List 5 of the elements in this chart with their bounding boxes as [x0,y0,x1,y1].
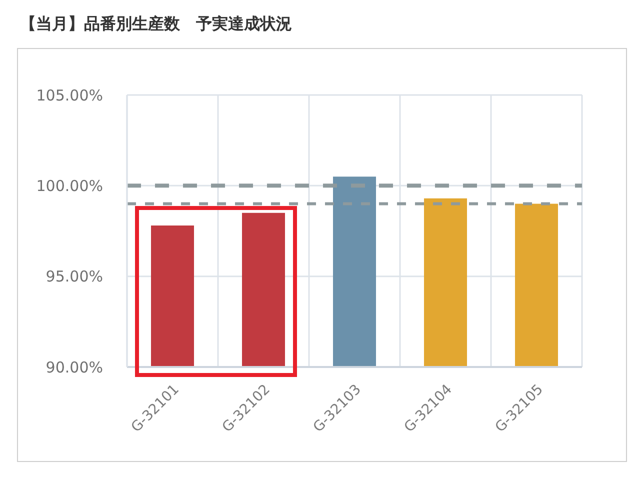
chart-title: 【当月】品番別生産数 予実達成状況 [19,13,293,35]
y-tick-label: 90.00% [46,358,103,376]
y-tick-label: 95.00% [46,268,103,286]
y-tick-label: 105.00% [36,86,103,104]
y-tick-label: 100.00% [36,176,103,195]
